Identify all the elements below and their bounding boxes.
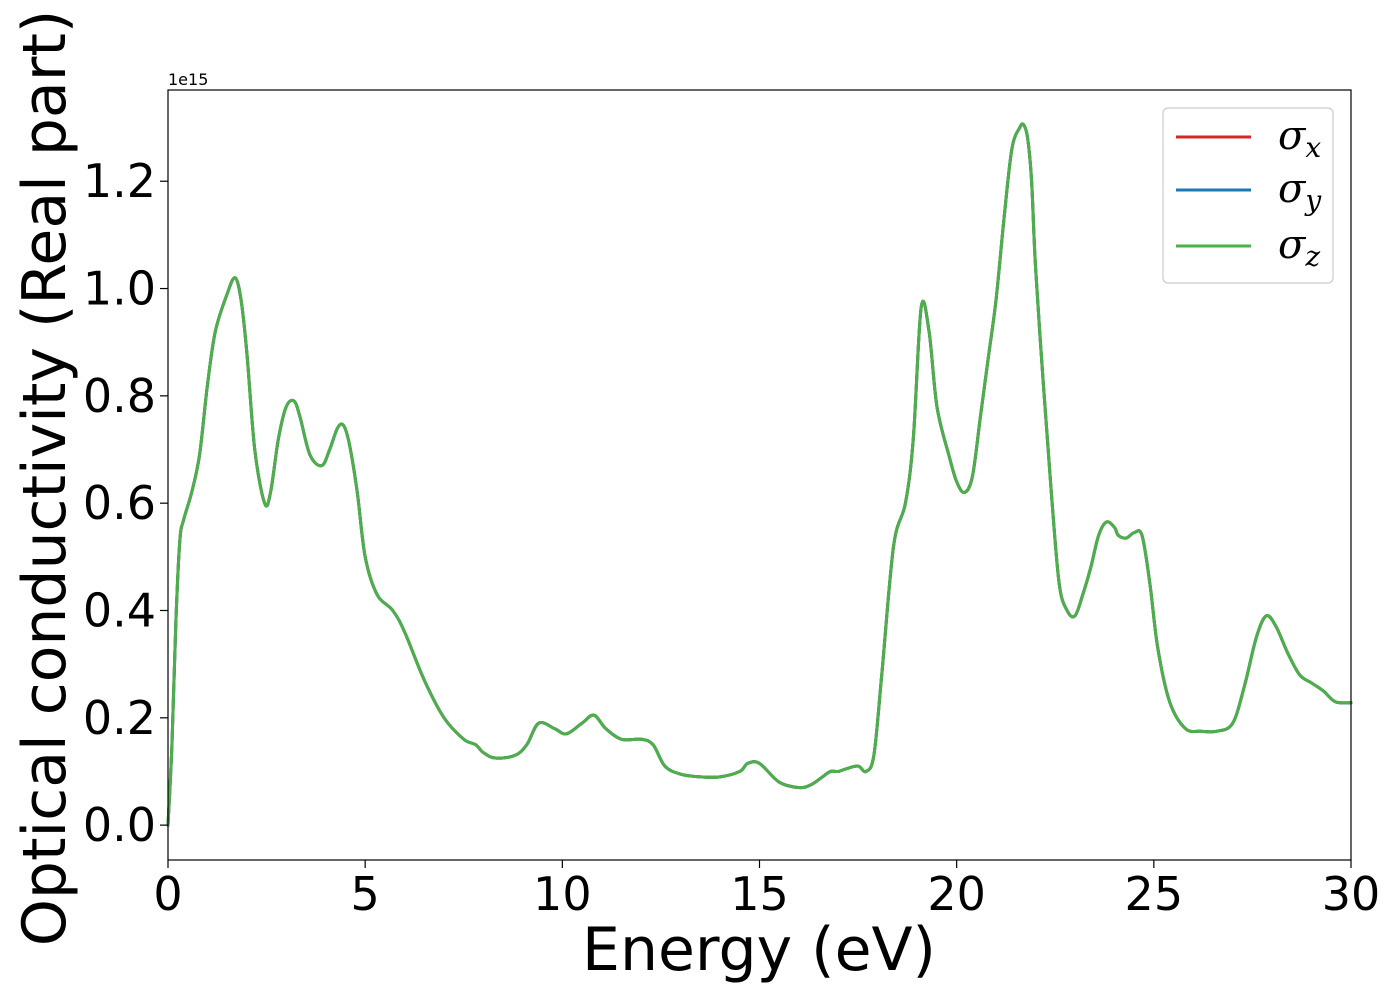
y-tick-label: 1.0 — [83, 262, 156, 316]
x-axis-ticks: 0 5 10 15 20 25 30 — [153, 860, 1380, 921]
series-sigma-z-line — [166, 122, 1353, 827]
y-tick-label: 0.6 — [83, 476, 156, 530]
y-offset-label: 1e15 — [168, 70, 208, 89]
x-tick-label: 5 — [351, 867, 380, 921]
legend: σx σy σz — [1162, 107, 1334, 284]
x-tick-label: 30 — [1322, 867, 1381, 921]
x-axis-label: Energy (eV) — [582, 915, 936, 985]
y-tick-label: 1.2 — [83, 154, 156, 208]
x-tick-label: 15 — [730, 867, 789, 921]
y-axis-ticks: 0.0 0.2 0.4 0.6 0.8 1.0 1.2 — [83, 154, 168, 852]
series-layer — [166, 122, 1353, 827]
x-tick-label: 10 — [533, 867, 592, 921]
legend-label-sigma-y: σy — [1278, 166, 1322, 217]
legend-item-sigma-y: σy — [1176, 166, 1322, 217]
y-tick-label: 0.4 — [83, 583, 156, 637]
y-axis-label: Optical conductivity (Real part) — [10, 10, 80, 947]
legend-box — [1162, 107, 1334, 284]
legend-item-sigma-x: σx — [1176, 113, 1321, 164]
legend-label-sigma-x: σx — [1278, 113, 1321, 164]
x-tick-label: 0 — [153, 867, 182, 921]
y-tick-label: 0.2 — [83, 691, 156, 745]
legend-item-sigma-z: σz — [1176, 222, 1320, 273]
y-tick-label: 0.8 — [83, 369, 156, 423]
legend-label-sigma-z: σz — [1278, 222, 1320, 273]
y-tick-label: 0.0 — [83, 798, 156, 852]
x-tick-label: 20 — [927, 867, 986, 921]
x-tick-label: 25 — [1125, 867, 1184, 921]
